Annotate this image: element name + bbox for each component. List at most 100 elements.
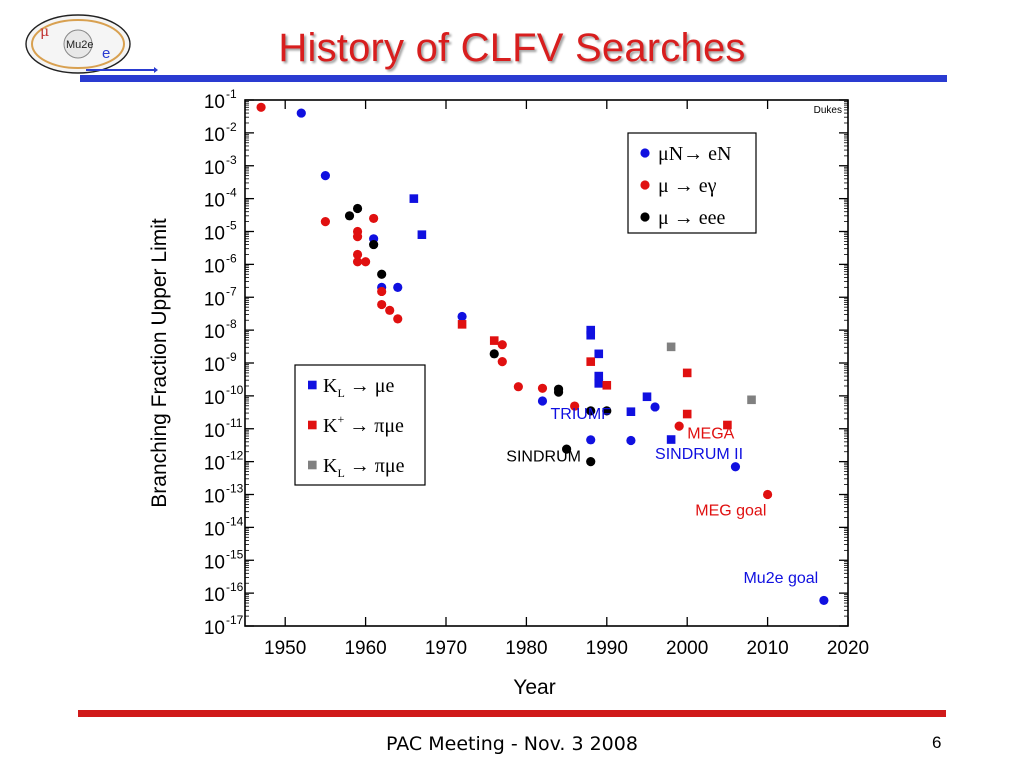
data-point-muN-eN: [586, 435, 596, 445]
x-tick-label: 2000: [666, 638, 708, 659]
header-divider: [80, 75, 947, 82]
x-axis-label: Year: [513, 676, 555, 699]
data-point-mu-egamma: [513, 382, 523, 392]
y-tick-label-exponent: -14: [226, 514, 244, 528]
y-tick-label-exponent: -1: [226, 88, 237, 101]
legend-marker-mu-eee: [640, 212, 650, 222]
plot-frame: [244, 99, 849, 627]
page-number: 6: [932, 733, 942, 752]
data-point-Kplus-pimue: [602, 380, 612, 390]
x-tick-label: 1970: [425, 638, 467, 659]
legend-label-KL-pimue: KL → πμe: [323, 455, 405, 480]
y-tick-label: 10: [204, 125, 225, 146]
x-tick-label: 1990: [586, 638, 628, 659]
data-point-KL-mue: [626, 407, 636, 417]
y-tick-label-exponent: -15: [226, 547, 244, 561]
footer-divider: [78, 710, 946, 717]
data-point-mu-egamma: [256, 102, 266, 112]
data-point-KL-mue: [642, 392, 652, 402]
legend-label-muN-eN: μN→ eN: [658, 143, 732, 165]
data-point-mu-eee: [352, 203, 363, 214]
data-point-mu-egamma: [377, 286, 387, 297]
x-tick-label: 1950: [264, 638, 306, 659]
page-title: History of CLFV Searches: [278, 26, 746, 70]
y-tick-label-exponent: -4: [226, 186, 237, 200]
y-tick-label: 10: [204, 519, 225, 540]
data-point-mu-eee: [377, 269, 387, 279]
x-tick-label: 2010: [746, 638, 788, 659]
logo-text: Mu2e: [66, 39, 94, 51]
legend-label-KL-mue: KL → μe: [323, 375, 395, 400]
annotation-label: SINDRUM II: [655, 446, 743, 463]
legend-marker-muN-eN: [640, 148, 650, 158]
data-point-muN-eN: [730, 462, 741, 472]
data-point-mu-egamma: [352, 257, 363, 267]
legend-marker-KL-mue: [308, 380, 317, 390]
y-tick-label: 10: [204, 421, 225, 442]
data-point-Kplus-pimue: [682, 368, 692, 378]
data-point-mu-egamma: [352, 231, 363, 242]
annotation-label: MEG goal: [695, 502, 766, 519]
y-tick-label: 10: [204, 552, 225, 573]
y-axis-label: Branching Fraction Upper Limit: [148, 218, 171, 508]
data-point-muN-eN: [537, 396, 548, 406]
data-point-KL-mue: [594, 379, 604, 388]
annotation-label: SINDRUM: [506, 449, 581, 466]
legend-label-mu-eee: μ → eee: [658, 207, 725, 229]
data-point-mu-egamma: [537, 383, 548, 393]
data-point-KL-mue: [666, 435, 676, 444]
y-tick-label: 10: [204, 92, 225, 113]
y-tick-label: 10: [204, 256, 225, 277]
data-point-mu-eee: [586, 457, 596, 467]
data-point-mu-egamma: [352, 249, 363, 260]
data-point-mu-egamma: [393, 314, 403, 324]
y-tick-label: 10: [204, 191, 225, 212]
y-tick-label: 10: [204, 454, 225, 475]
data-point-mu-egamma: [369, 213, 379, 224]
annotation-label: MEGA: [687, 426, 734, 443]
x-tick-label: 1980: [505, 638, 547, 659]
y-tick-label-exponent: -5: [226, 219, 237, 233]
data-point-KL-mue: [409, 194, 419, 203]
y-tick-label: 10: [204, 585, 225, 606]
y-tick-label: 10: [204, 618, 225, 639]
data-point-muN-eN: [650, 402, 660, 412]
data-point-mu-egamma: [497, 340, 507, 350]
y-tick-label-exponent: -9: [226, 350, 237, 364]
data-point-mu-eee: [602, 406, 612, 416]
clfv-chart-svg: 10 -110 -210 -310 -410 -510 -610 -710 -810 -910 -1…: [148, 87, 869, 699]
y-tick-label-exponent: -6: [226, 251, 237, 265]
data-point-KL-mue: [586, 330, 596, 340]
y-tick-label-exponent: -16: [226, 580, 244, 594]
data-point-Kplus-pimue: [723, 420, 732, 430]
footer-text: PAC Meeting - Nov. 3 2008: [386, 733, 638, 755]
data-point-KL-mue: [594, 349, 604, 359]
y-tick-label-exponent: -8: [226, 317, 237, 331]
data-point-mu-egamma: [385, 305, 395, 315]
data-point-muN-eN: [457, 311, 467, 322]
y-tick-label: 10: [204, 322, 225, 343]
legend-label-Kplus-pimue: K+ → πμe: [323, 412, 404, 437]
y-tick-label: 10: [204, 289, 225, 310]
y-tick-label: 10: [204, 224, 225, 245]
y-tick-label: 10: [204, 388, 225, 409]
logo-e: e: [102, 45, 110, 62]
mu2e-logo: Mu2e μ e: [22, 12, 158, 76]
y-tick-label-exponent: -2: [226, 120, 237, 134]
legend-marker-KL-pimue: [308, 460, 317, 470]
data-point-mu-egamma: [361, 257, 371, 267]
data-point-muN-eN: [819, 595, 829, 606]
x-tick-label: 2020: [827, 638, 869, 659]
data-point-mu-eee: [344, 211, 355, 221]
y-tick-label: 10: [204, 158, 225, 179]
legend-marker-Kplus-pimue: [308, 420, 317, 430]
annotation-label: TRIUMF: [551, 406, 612, 423]
data-point-mu-egamma: [570, 401, 580, 411]
data-point-KL-mue: [594, 371, 604, 381]
data-point-Kplus-pimue: [586, 357, 596, 366]
data-point-muN-eN: [320, 171, 330, 181]
data-point-mu-eee: [562, 444, 572, 454]
data-point-muN-eN: [296, 108, 306, 118]
annotation-label: Mu2e goal: [743, 570, 818, 587]
legend-marker-mu-egamma: [640, 180, 650, 190]
